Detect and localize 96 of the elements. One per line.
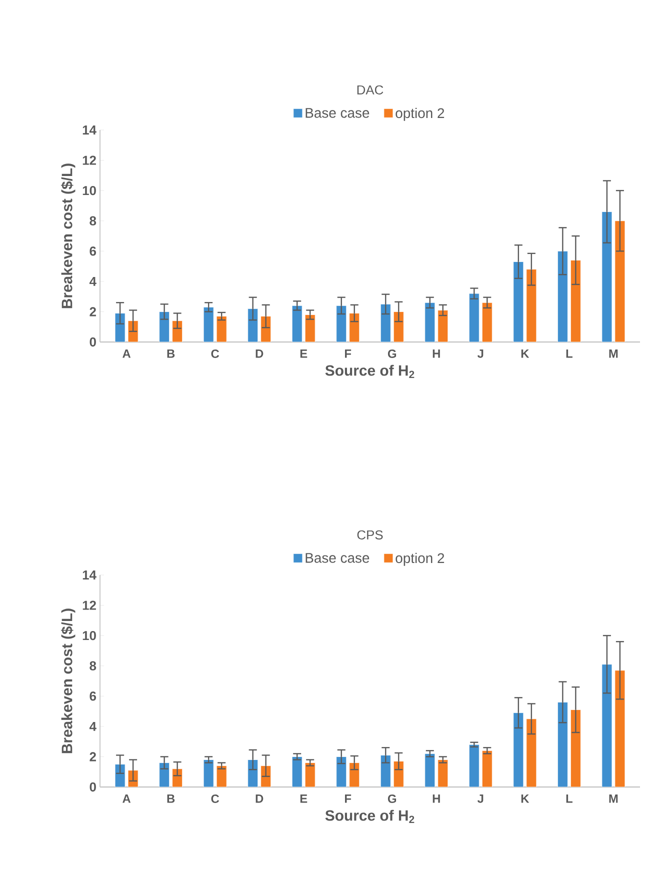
y-tick-label: 2 (90, 752, 96, 762)
bar (468, 744, 480, 787)
x-tick-label: F (345, 350, 352, 358)
y-tick-label: 6 (90, 246, 96, 256)
x-tick-label: M (609, 794, 618, 803)
legend-label: Base case (306, 553, 370, 563)
bar (203, 306, 214, 342)
y-tick-label: 2 (90, 307, 96, 316)
bar (304, 762, 316, 787)
y-tick-label: 12 (82, 600, 96, 610)
x-tick-label: F (345, 794, 352, 803)
bar (172, 320, 183, 342)
y-tick-label: 10 (82, 186, 96, 196)
bar (336, 756, 347, 787)
bar (557, 702, 568, 787)
bar (513, 712, 524, 787)
bar (336, 305, 347, 342)
x-tick-label: C (211, 350, 220, 358)
bar (159, 312, 170, 342)
bar (216, 316, 227, 342)
bar (513, 262, 524, 342)
y-axis-title: Breakeven cost ($/L) (61, 608, 76, 754)
y-axis-title: Breakeven cost ($/L) (61, 164, 76, 308)
bar (614, 670, 626, 787)
x-tick-label: B (167, 350, 175, 358)
x-tick-label: G (388, 794, 396, 803)
bar (380, 754, 391, 787)
bar (216, 766, 227, 787)
bar (393, 761, 404, 787)
bar (482, 750, 492, 787)
x-axis-title: Source of H$_{2}$ (325, 810, 414, 824)
bar (438, 310, 448, 342)
bar (248, 760, 258, 787)
bar (482, 302, 492, 342)
x-tick-label: M (609, 350, 618, 358)
y-tick-label: 4 (89, 276, 96, 286)
bar (570, 710, 581, 787)
bar (614, 220, 626, 342)
y-tick-label: 4 (89, 722, 96, 731)
x-tick-label: E (300, 794, 308, 803)
bar (114, 313, 126, 342)
bar (349, 762, 360, 787)
legend-label: option 2 (396, 552, 444, 566)
x-tick-label: E (300, 350, 308, 358)
x-tick-label: H (432, 350, 440, 358)
x-tick-label: K (521, 794, 530, 803)
y-tick-label: 14 (82, 126, 96, 134)
x-tick-label: L (566, 350, 572, 358)
bar (393, 312, 404, 342)
bar (304, 314, 316, 342)
bar (438, 760, 448, 787)
x-tick-label: D (256, 794, 264, 803)
bar (602, 212, 612, 342)
y-tick-label: 10 (82, 630, 96, 640)
y-tick-label: 0 (90, 782, 96, 792)
legend-label: Base case (306, 108, 370, 118)
bar (557, 250, 568, 342)
bar (114, 764, 126, 787)
bar (159, 762, 170, 787)
x-tick-label: D (256, 350, 264, 358)
x-tick-label: J (478, 794, 484, 803)
bar (380, 304, 391, 342)
y-tick-label: 14 (82, 570, 96, 580)
x-tick-label: B (167, 794, 175, 803)
y-tick-label: 0 (90, 337, 96, 347)
bar (468, 293, 480, 342)
y-tick-label: 6 (90, 692, 96, 701)
x-tick-label: K (521, 350, 530, 358)
bar (526, 269, 537, 342)
bar (128, 320, 138, 342)
bar (424, 302, 436, 342)
chart-title: DAC (357, 85, 384, 94)
chart-title: CPS (357, 530, 383, 540)
bar (172, 768, 183, 787)
bar (248, 308, 258, 342)
bar (203, 760, 214, 787)
bar (349, 313, 360, 342)
x-tick-label: A (122, 350, 131, 358)
bar (570, 260, 581, 342)
x-tick-label: H (432, 794, 440, 803)
bar (602, 664, 612, 787)
x-tick-label: L (566, 794, 572, 803)
x-tick-label: A (122, 794, 131, 803)
y-tick-label: 12 (82, 156, 96, 165)
y-tick-label: 8 (90, 216, 96, 226)
x-axis-title: Source of H$_{2}$ (325, 364, 414, 378)
x-tick-label: G (388, 350, 396, 358)
bar (260, 316, 272, 342)
legend-label: option 2 (396, 108, 444, 121)
bar (526, 718, 537, 787)
bar (292, 305, 302, 342)
bar (292, 756, 302, 787)
x-tick-label: C (211, 794, 220, 803)
x-tick-label: J (478, 350, 484, 358)
bar (424, 753, 436, 787)
y-tick-label: 8 (90, 661, 96, 670)
